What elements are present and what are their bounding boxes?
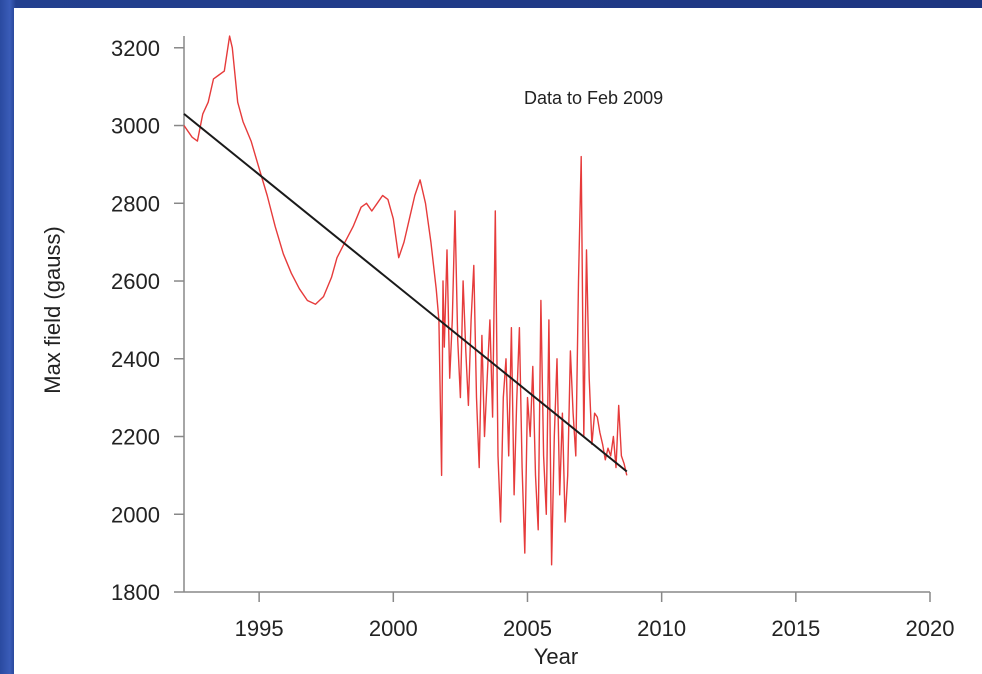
y-tick-label: 2400	[111, 347, 160, 372]
x-tick-label: 2015	[771, 616, 820, 641]
ticks: 1800 2000 2200 2400 2600 2800 3000 3200 1995 2000…	[111, 36, 954, 641]
y-tick-label: 3200	[111, 36, 160, 61]
series-group	[183, 35, 628, 566]
x-tick-label: 2020	[906, 616, 955, 641]
trend-line	[183, 113, 628, 473]
y-tick-label: 1800	[111, 580, 160, 605]
y-tick-label: 2600	[111, 269, 160, 294]
x-tick-label: 1995	[235, 616, 284, 641]
y-axis-title: Max field (gauss)	[40, 226, 65, 394]
annotation-label: Data to Feb 2009	[524, 88, 663, 108]
y-tick-label: 2000	[111, 502, 160, 527]
y-tick-label: 3000	[111, 114, 160, 139]
x-tick-label: 2010	[637, 616, 686, 641]
axes	[183, 36, 930, 593]
chart-panel	[14, 8, 982, 674]
x-tick-label: 2000	[369, 616, 418, 641]
x-tick-label: 2005	[503, 616, 552, 641]
y-tick-label: 2200	[111, 425, 160, 450]
y-tick-label: 2800	[111, 191, 160, 216]
data-series-line	[183, 35, 628, 566]
x-axis-title: Year	[534, 644, 578, 669]
